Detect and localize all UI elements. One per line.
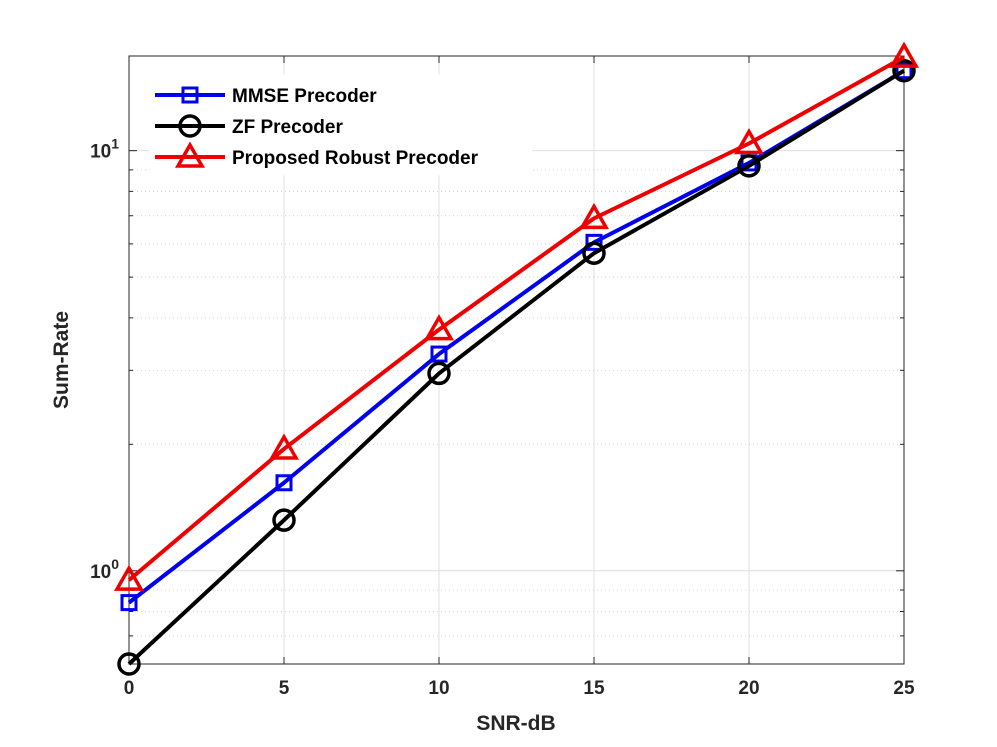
data-point-zf-precoder [892, 58, 916, 83]
data-point-proposed-robust-precoder [578, 202, 610, 230]
data-point-proposed-robust-precoder [888, 41, 920, 68]
y-tick-exponent: 1 [111, 136, 119, 152]
data-point-zf-precoder [427, 361, 451, 386]
legend-marker-zf-precoder [178, 114, 202, 138]
data-point-zf-precoder [117, 652, 141, 676]
x-tick-label: 25 [893, 678, 915, 699]
y-tick-base: 10 [90, 142, 111, 163]
legend-label-proposed-robust-precoder: Proposed Robust Precoder [232, 148, 479, 169]
y-tick-label: 101 [90, 136, 119, 163]
data-point-mmse-precoder [430, 345, 448, 363]
x-tick-label: 0 [124, 678, 135, 699]
legend-entry-zf-precoder: ZF Precoder [155, 114, 343, 138]
plot-area-border [128, 55, 905, 665]
x-tick-label: 5 [279, 678, 290, 699]
legend-entry-mmse-precoder: MMSE Precoder [155, 86, 377, 107]
y-tick-label: 100 [90, 556, 119, 583]
data-point-proposed-robust-precoder [423, 314, 455, 341]
legend-marker-mmse-precoder [181, 86, 199, 104]
data-point-zf-precoder [272, 508, 296, 532]
y-axis-label: Sum-Rate [50, 311, 73, 409]
series-layer [113, 41, 920, 676]
series-line-mmse-precoder [127, 68, 906, 605]
data-point-zf-precoder [582, 241, 606, 265]
series-proposed-robust-precoder [113, 41, 920, 591]
data-point-proposed-robust-precoder [733, 127, 765, 155]
series-line-proposed-robust-precoder [127, 55, 905, 582]
data-point-mmse-precoder [275, 474, 293, 492]
data-point-mmse-precoder [120, 594, 138, 612]
legend-marker-proposed-robust-precoder [174, 141, 206, 168]
series-zf-precoder [117, 58, 916, 676]
x-tick-label: 10 [428, 678, 449, 699]
data-point-proposed-robust-precoder [268, 433, 300, 460]
data-point-mmse-precoder [895, 62, 913, 80]
data-point-zf-precoder [737, 154, 761, 178]
legend-entry-proposed-robust-precoder: Proposed Robust Precoder [155, 141, 479, 169]
x-tick-label: 20 [738, 678, 759, 699]
legend-entries: MMSE Precoder ZF Precoder Proposed Robust … [155, 86, 479, 169]
legend: MMSE Precoder ZF Precoder Proposed Robust … [149, 74, 533, 176]
data-point-proposed-robust-precoder [113, 564, 145, 591]
series-mmse-precoder [120, 62, 913, 612]
y-tick-base: 10 [90, 562, 111, 583]
series-line-zf-precoder [127, 68, 906, 666]
y-tick-exponent: 0 [111, 556, 119, 572]
x-tick-label: 15 [583, 678, 605, 699]
legend-label-zf-precoder: ZF Precoder [232, 117, 343, 138]
legend-label-mmse-precoder: MMSE Precoder [232, 86, 377, 107]
data-point-mmse-precoder [585, 233, 603, 251]
x-axis-label: SNR-dB [476, 712, 555, 735]
